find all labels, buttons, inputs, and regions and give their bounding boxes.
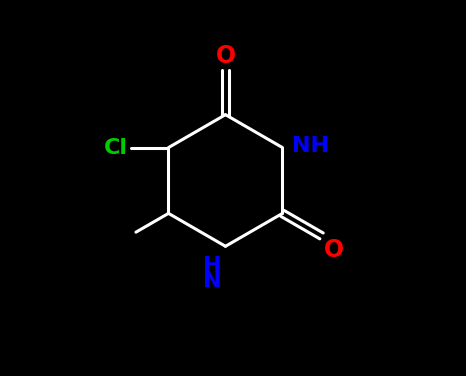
Text: Cl: Cl (104, 138, 128, 158)
Text: O: O (215, 44, 235, 68)
Text: O: O (323, 238, 343, 262)
Text: N: N (203, 271, 221, 291)
Text: H: H (203, 256, 221, 276)
Text: NH: NH (292, 136, 329, 156)
